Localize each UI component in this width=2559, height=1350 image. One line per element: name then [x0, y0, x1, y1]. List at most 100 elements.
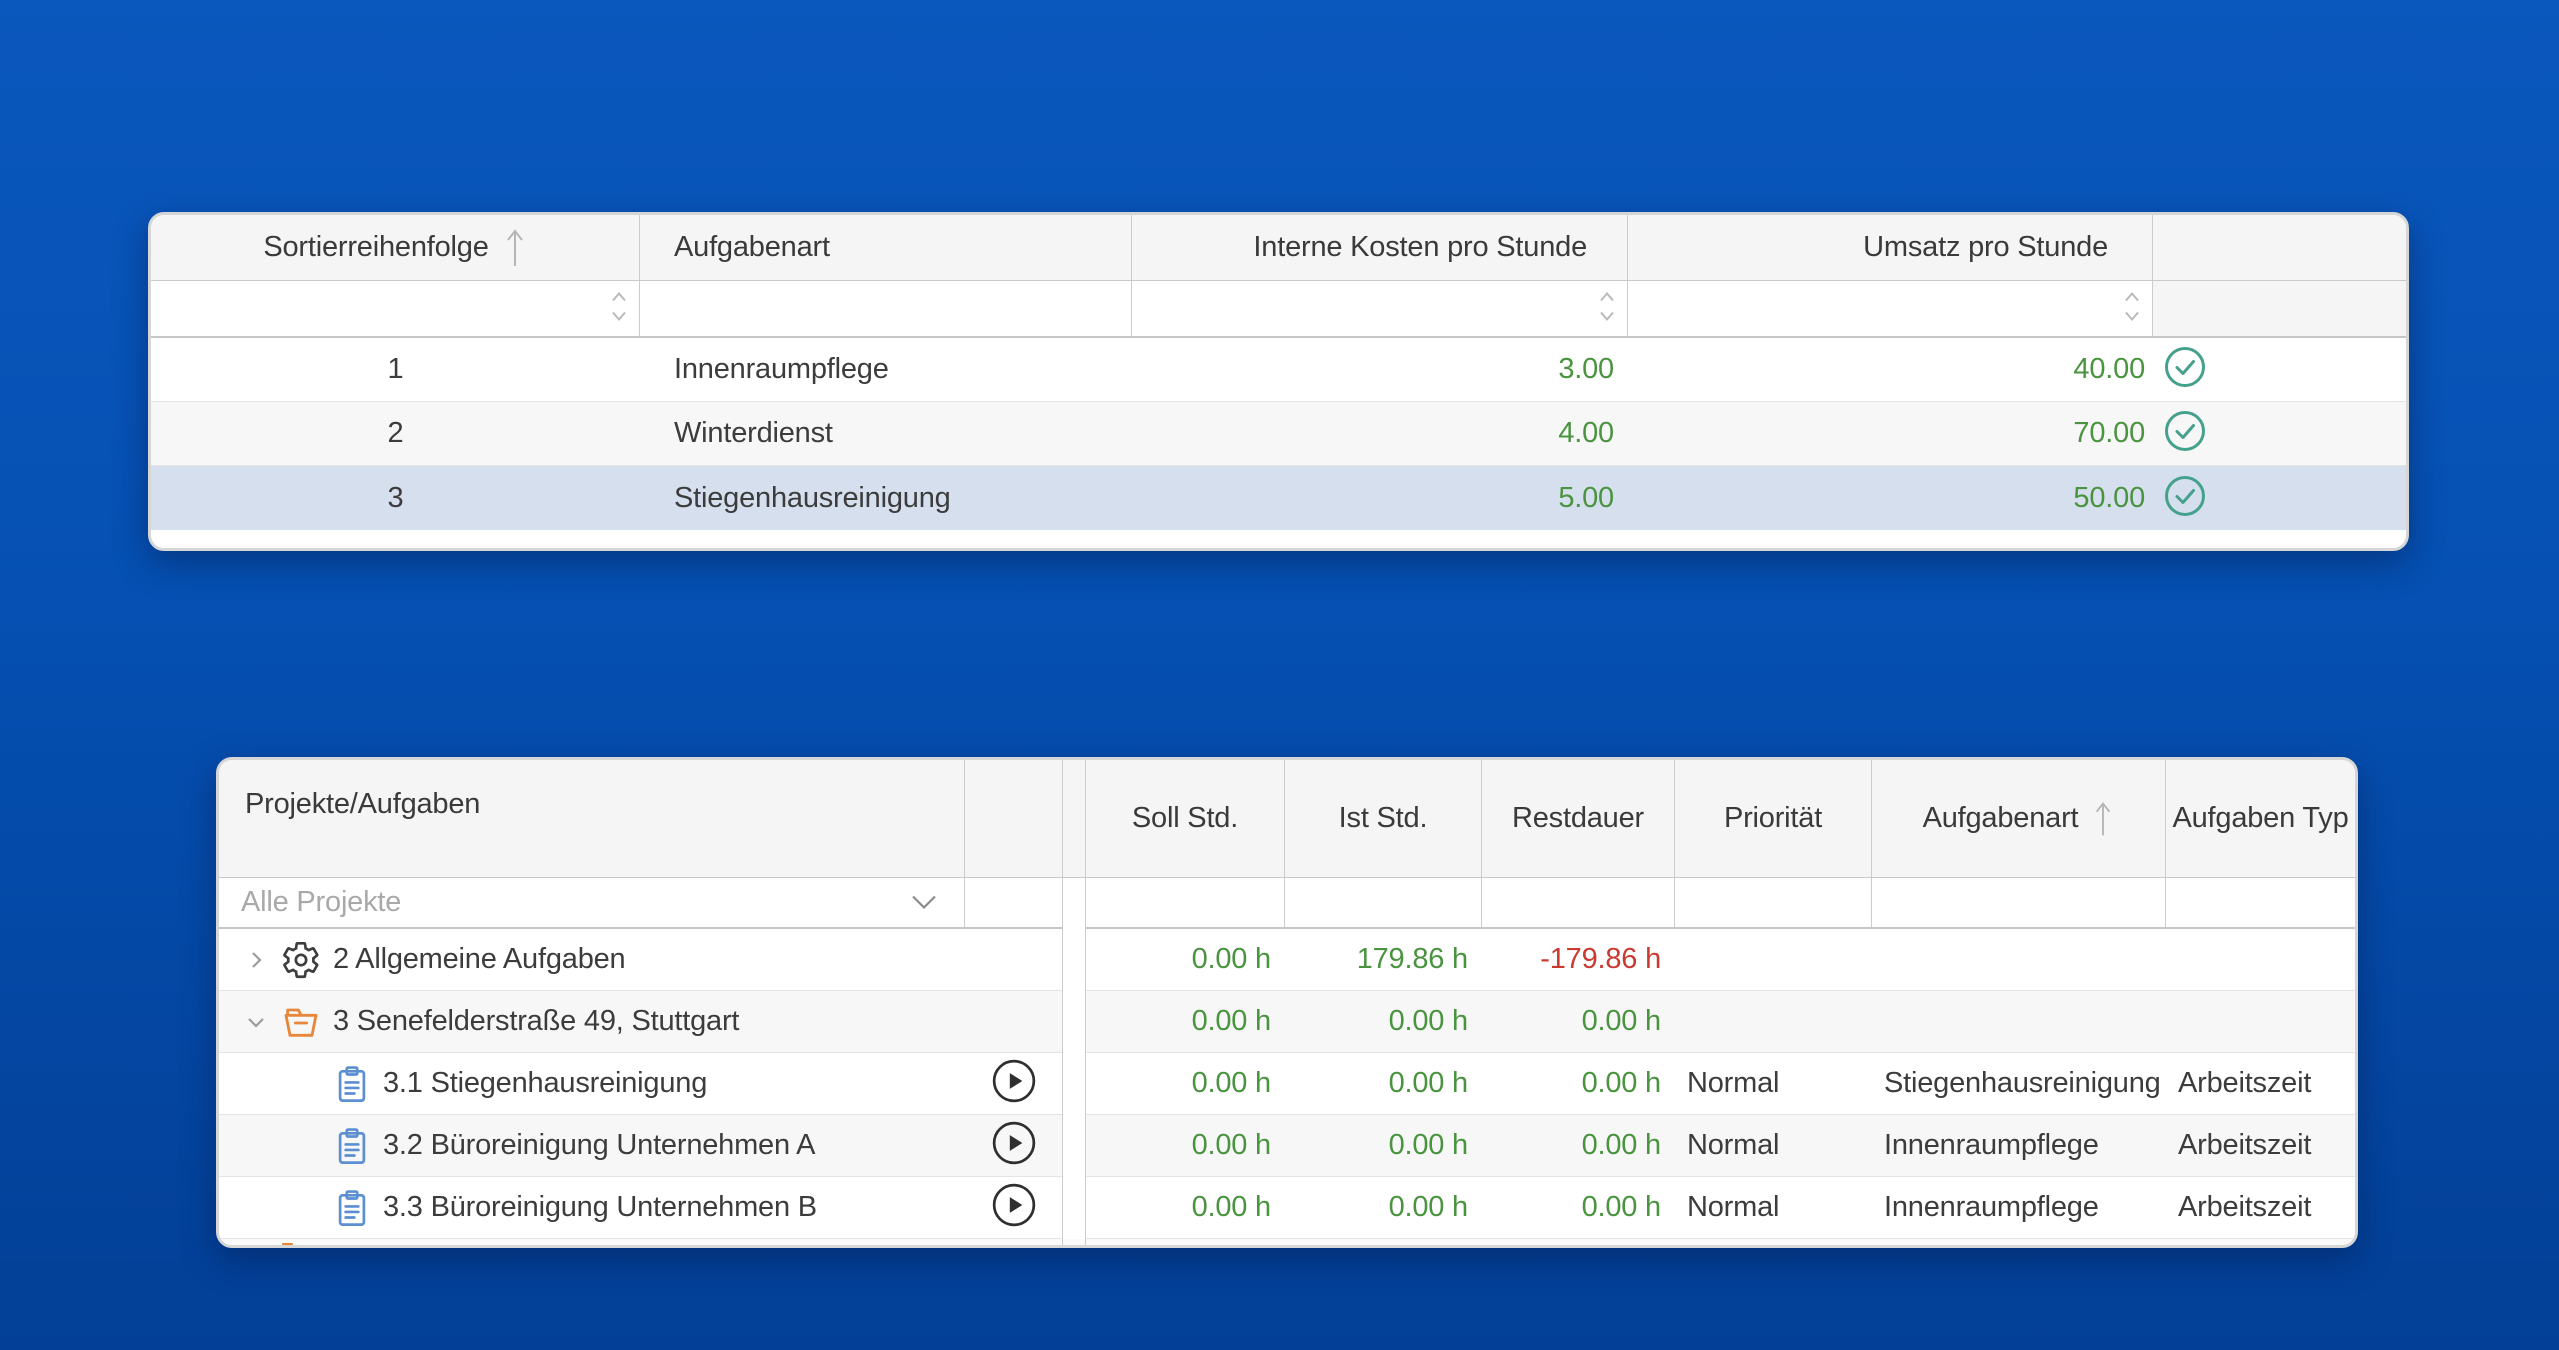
rates-column-header-task-type[interactable]: Aufgabenart	[640, 215, 1132, 281]
filter-cell-empty	[965, 878, 1062, 929]
grid-splitter[interactable]	[1062, 1053, 1086, 1115]
filter-cell-empty	[2153, 281, 2406, 338]
clipboard-task-icon	[333, 1188, 371, 1228]
confirmed-cell	[2153, 466, 2406, 530]
table-row[interactable]: 2 Allgemeine Aufgaben 0.00 h 179.86 h -1…	[219, 929, 2355, 991]
grid-splitter[interactable]	[1062, 1115, 1086, 1177]
play-button[interactable]	[991, 1058, 1037, 1109]
task-type-value: Innenraumpflege	[640, 338, 1132, 402]
grid-splitter[interactable]	[1062, 760, 1086, 878]
aufgaben-typ-value: Arbeitszeit	[2166, 1053, 2355, 1115]
table-row[interactable]: 2 Winterdienst 4.00 70.00	[151, 402, 2406, 466]
partially-visible-row[interactable]	[219, 1239, 2355, 1245]
aufgaben-typ-value	[2166, 991, 2355, 1053]
filter-input-prioritaet[interactable]	[1675, 878, 1872, 929]
confirmed-cell	[2153, 338, 2406, 402]
column-header-prioritaet[interactable]: Priorität	[1675, 760, 1872, 878]
tree-node-task[interactable]: 3.2 Büroreinigung Unternehmen A	[219, 1115, 965, 1177]
column-header-ist[interactable]: Ist Std.	[1285, 760, 1482, 878]
column-header-label: Restdauer	[1512, 802, 1644, 834]
rates-column-header-revenue[interactable]: Umsatz pro Stunde	[1628, 215, 2153, 281]
restdauer-value: 0.00 h	[1482, 1115, 1675, 1177]
table-row[interactable]: 3.2 Büroreinigung Unternehmen A 0.00 h 0…	[219, 1115, 2355, 1177]
column-header-aufgaben-typ[interactable]: Aufgaben Typ	[2166, 760, 2355, 878]
table-row[interactable]: 3 Senefelderstraße 49, Stuttgart 0.00 h …	[219, 991, 2355, 1053]
restdauer-value: 0.00 h	[1482, 991, 1675, 1053]
select-placeholder: Alle Projekte	[241, 886, 402, 918]
filter-input-internal-cost[interactable]	[1132, 281, 1628, 338]
grid-splitter[interactable]	[1062, 1239, 1086, 1245]
play-cell-empty	[965, 929, 1062, 991]
prioritaet-value	[1675, 991, 1872, 1053]
table-row[interactable]: 1 Innenraumpflege 3.00 40.00	[151, 338, 2406, 402]
column-header-soll[interactable]: Soll Std.	[1086, 760, 1285, 878]
restdauer-value: -179.86 h	[1482, 929, 1675, 991]
column-header-aufgabenart[interactable]: Aufgabenart	[1872, 760, 2166, 878]
projects-tree-header[interactable]: Projekte/Aufgaben	[219, 760, 965, 878]
filter-input-ist[interactable]	[1285, 878, 1482, 929]
play-button[interactable]	[991, 1182, 1037, 1233]
projects-header-row: Projekte/Aufgaben Soll Std. Ist Std. Res…	[219, 760, 2355, 878]
play-cell	[965, 1115, 1062, 1177]
projects-table-card: Projekte/Aufgaben Soll Std. Ist Std. Res…	[216, 757, 2358, 1248]
number-spinner-icon[interactable]	[2122, 288, 2142, 329]
internal-cost-value: 4.00	[1132, 402, 1628, 466]
tree-node-project[interactable]: 3 Senefelderstraße 49, Stuttgart	[219, 991, 965, 1053]
column-header-label: Projekte/Aufgaben	[245, 788, 481, 820]
number-spinner-icon[interactable]	[1597, 288, 1617, 329]
partial-row-cells	[1086, 1239, 2355, 1245]
grid-splitter[interactable]	[1062, 991, 1086, 1053]
aufgabenart-value: Innenraumpflege	[1872, 1177, 2166, 1239]
order-value: 3	[151, 466, 640, 530]
check-circle-icon[interactable]	[2163, 474, 2207, 523]
filter-input-revenue[interactable]	[1628, 281, 2153, 338]
column-header-label: Priorität	[1723, 802, 1823, 834]
folder-icon-partial	[282, 1243, 293, 1245]
prioritaet-value: Normal	[1675, 1177, 1872, 1239]
table-row[interactable]: 3.3 Büroreinigung Unternehmen B 0.00 h 0…	[219, 1177, 2355, 1239]
soll-value: 0.00 h	[1086, 1177, 1285, 1239]
confirmed-cell	[2153, 402, 2406, 466]
rates-column-header-order[interactable]: Sortierreihenfolge	[151, 215, 640, 281]
play-cell	[965, 1177, 1062, 1239]
grid-splitter[interactable]	[1062, 1177, 1086, 1239]
check-circle-icon[interactable]	[2163, 409, 2207, 458]
aufgabenart-value	[1872, 991, 2166, 1053]
rates-column-header-confirmed	[2153, 215, 2406, 281]
table-row-selected[interactable]: 3 Stiegenhausreinigung 5.00 50.00	[151, 466, 2406, 530]
table-row[interactable]: 3.1 Stiegenhausreinigung 0.00 h 0.00 h 0…	[219, 1053, 2355, 1115]
filter-input-order[interactable]	[151, 281, 640, 338]
filter-input-aufgaben-typ[interactable]	[2166, 878, 2355, 929]
column-header-label: Aufgabenart	[674, 231, 830, 263]
grid-splitter[interactable]	[1062, 878, 1086, 929]
check-circle-icon[interactable]	[2163, 345, 2207, 394]
tree-node-label: 3.2 Büroreinigung Unternehmen A	[383, 1129, 816, 1161]
sort-ascending-icon	[503, 226, 527, 270]
column-header-restdauer[interactable]: Restdauer	[1482, 760, 1675, 878]
filter-input-task-type[interactable]	[640, 281, 1132, 338]
tree-node-label: 3.1 Stiegenhausreinigung	[383, 1067, 708, 1099]
filter-input-restdauer[interactable]	[1482, 878, 1675, 929]
task-type-value: Winterdienst	[640, 402, 1132, 466]
play-button[interactable]	[991, 1120, 1037, 1171]
tree-node-task[interactable]: 3.1 Stiegenhausreinigung	[219, 1053, 965, 1115]
project-filter-select[interactable]: Alle Projekte	[219, 878, 965, 929]
grid-splitter[interactable]	[1062, 929, 1086, 991]
soll-value: 0.00 h	[1086, 1115, 1285, 1177]
tree-node-label: 3 Senefelderstraße 49, Stuttgart	[333, 1005, 740, 1037]
column-header-label: Interne Kosten pro Stunde	[1253, 231, 1587, 263]
chevron-right-icon[interactable]	[245, 949, 267, 971]
tree-node-task[interactable]: 3.3 Büroreinigung Unternehmen B	[219, 1177, 965, 1239]
prioritaet-value: Normal	[1675, 1053, 1872, 1115]
play-cell-empty	[965, 1239, 1062, 1245]
play-cell-empty	[965, 991, 1062, 1053]
prioritaet-value	[1675, 929, 1872, 991]
tree-node-project[interactable]: 2 Allgemeine Aufgaben	[219, 929, 965, 991]
soll-value: 0.00 h	[1086, 991, 1285, 1053]
aufgaben-typ-value	[2166, 929, 2355, 991]
rates-column-header-internal-cost[interactable]: Interne Kosten pro Stunde	[1132, 215, 1628, 281]
filter-input-soll[interactable]	[1086, 878, 1285, 929]
number-spinner-icon[interactable]	[609, 288, 629, 329]
chevron-down-icon[interactable]	[245, 1011, 267, 1033]
filter-input-aufgabenart[interactable]	[1872, 878, 2166, 929]
